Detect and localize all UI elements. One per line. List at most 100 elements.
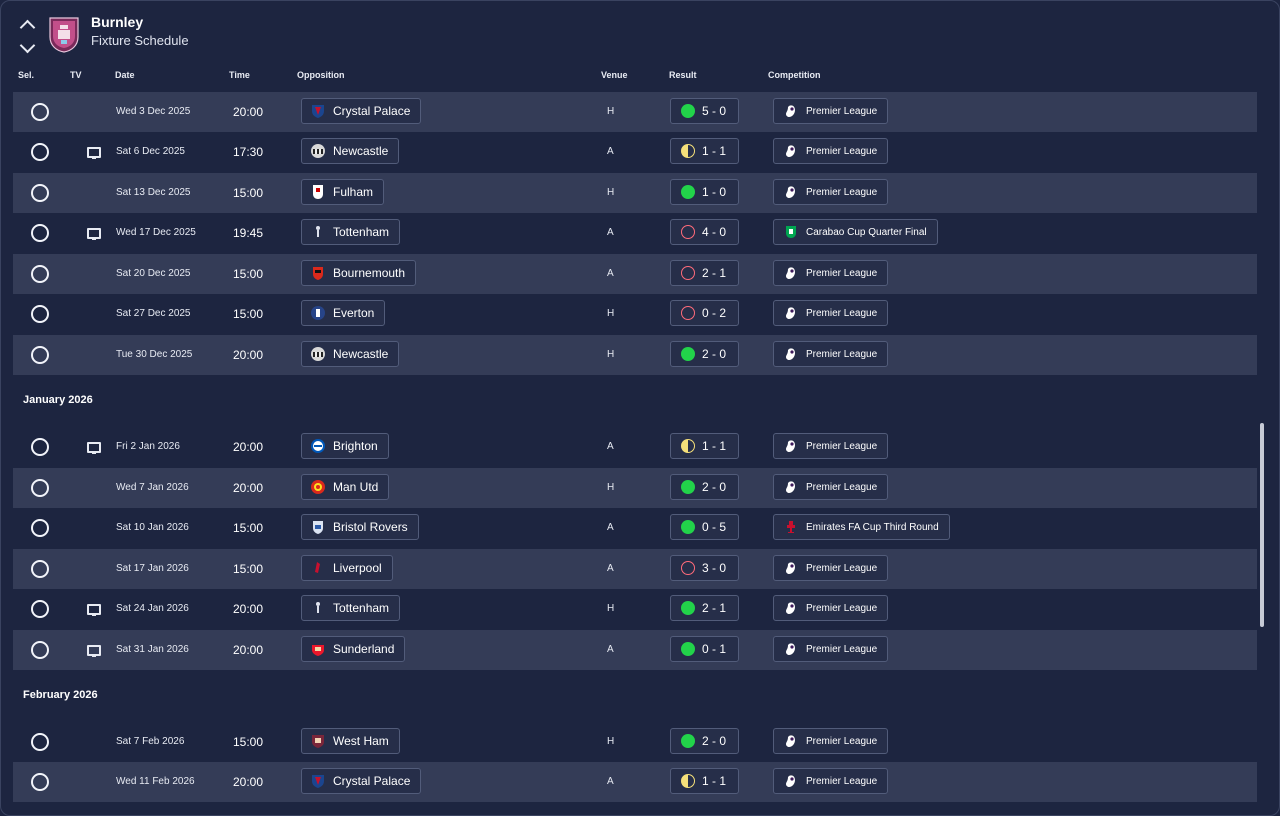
select-radio[interactable]	[31, 773, 49, 791]
column-header-tv[interactable]: TV	[70, 70, 82, 80]
competition-button[interactable]: Emirates FA Cup Third Round	[773, 514, 950, 540]
opposition-button[interactable]: Bournemouth	[301, 260, 417, 286]
competition-button[interactable]: Premier League	[773, 474, 889, 500]
result-button[interactable]: 1 - 0	[670, 179, 739, 205]
competition-button[interactable]: Premier League	[773, 138, 889, 164]
competition-button[interactable]: Premier League	[773, 300, 889, 326]
opposition-button[interactable]: Man Utd	[301, 474, 390, 500]
select-radio[interactable]	[31, 733, 49, 751]
opposition-button[interactable]: Newcastle	[301, 138, 400, 164]
draw-indicator-icon	[681, 144, 695, 158]
column-header-date[interactable]: Date	[115, 70, 135, 80]
select-radio[interactable]	[31, 103, 49, 121]
competition-button[interactable]: Premier League	[773, 179, 889, 205]
opposition-button[interactable]: Brighton	[301, 433, 389, 459]
scrollbar[interactable]	[1260, 423, 1264, 627]
bristol-rovers-badge-icon	[310, 519, 326, 535]
competition-button[interactable]: Carabao Cup Quarter Final	[773, 219, 938, 245]
opposition-button[interactable]: Fulham	[301, 179, 385, 205]
premier-league-icon	[784, 734, 798, 748]
fixture-row[interactable]: Sat 20 Dec 2025 15:00 Bournemouth A 2 - 1 Pre…	[13, 254, 1257, 294]
result-button[interactable]: 2 - 1	[670, 260, 739, 286]
column-header-opposition[interactable]: Opposition	[297, 70, 345, 80]
select-radio[interactable]	[31, 305, 49, 323]
venue: H	[607, 603, 615, 614]
opposition-button[interactable]: Tottenham	[301, 595, 401, 621]
premier-league-icon	[784, 185, 798, 199]
result-button[interactable]: 2 - 0	[670, 728, 739, 754]
premier-league-icon	[784, 104, 798, 118]
select-radio[interactable]	[31, 143, 49, 161]
column-header-result[interactable]: Result	[669, 70, 697, 80]
liverpool-badge-icon	[310, 560, 326, 576]
result-button[interactable]: 5 - 0	[670, 98, 739, 124]
win-indicator-icon	[681, 734, 695, 748]
fixture-row[interactable]: Wed 3 Dec 2025 20:00 Crystal Palace H 5 - 0 P…	[13, 92, 1257, 132]
column-header-time[interactable]: Time	[229, 70, 250, 80]
fixture-row[interactable]: Wed 11 Feb 2026 20:00 Crystal Palace A 1 - 1…	[13, 762, 1257, 802]
competition-button[interactable]: Premier League	[773, 636, 889, 662]
fixture-row[interactable]: Sat 27 Dec 2025 15:00 Everton H 0 - 2 Premier…	[13, 294, 1257, 334]
select-radio[interactable]	[31, 265, 49, 283]
competition-button[interactable]: Premier League	[773, 768, 889, 794]
result-button[interactable]: 0 - 2	[670, 300, 739, 326]
fixture-row[interactable]: Sat 7 Feb 2026 15:00 West Ham H 2 - 0 Premier…	[13, 722, 1257, 762]
fixture-row[interactable]: Fri 2 Jan 2026 20:00 Brighton A 1 - 1 Premier…	[13, 427, 1257, 467]
fixture-row[interactable]: Tue 30 Dec 2025 20:00 Newcastle H 2 - 0 Premi…	[13, 335, 1257, 375]
result-button[interactable]: 1 - 1	[670, 138, 739, 164]
fixture-row[interactable]: Sat 6 Dec 2025 17:30 Newcastle A 1 - 1 Premie…	[13, 132, 1257, 172]
select-radio[interactable]	[31, 560, 49, 578]
competition-name: Premier League	[806, 307, 878, 319]
competition-button[interactable]: Premier League	[773, 341, 889, 367]
fixture-row[interactable]: Sat 10 Jan 2026 15:00 Bristol Rovers A 0 - 5…	[13, 508, 1257, 548]
select-radio[interactable]	[31, 346, 49, 364]
win-indicator-icon	[681, 480, 695, 494]
opposition-button[interactable]: Everton	[301, 300, 386, 326]
select-radio[interactable]	[31, 519, 49, 537]
competition-name: Premier League	[806, 348, 878, 360]
competition-button[interactable]: Premier League	[773, 260, 889, 286]
result-button[interactable]: 1 - 1	[670, 768, 739, 794]
column-header-competition[interactable]: Competition	[768, 70, 821, 80]
select-radio[interactable]	[31, 600, 49, 618]
competition-button[interactable]: Premier League	[773, 728, 889, 754]
result-button[interactable]: 4 - 0	[670, 219, 739, 245]
competition-button[interactable]: Premier League	[773, 555, 889, 581]
result-button[interactable]: 0 - 1	[670, 636, 739, 662]
result-button[interactable]: 1 - 1	[670, 433, 739, 459]
select-radio[interactable]	[31, 641, 49, 659]
result-button[interactable]: 3 - 0	[670, 555, 739, 581]
fixture-row[interactable]: Sat 13 Dec 2025 15:00 Fulham H 1 - 0 Premier …	[13, 173, 1257, 213]
result-button[interactable]: 2 - 1	[670, 595, 739, 621]
win-indicator-icon	[681, 104, 695, 118]
fixture-row[interactable]: Sat 24 Jan 2026 20:00 Tottenham H 2 - 1 Premi…	[13, 589, 1257, 629]
chevron-down-icon[interactable]	[19, 37, 36, 54]
result-button[interactable]: 2 - 0	[670, 341, 739, 367]
select-radio[interactable]	[31, 224, 49, 242]
result-button[interactable]: 2 - 0	[670, 474, 739, 500]
competition-button[interactable]: Premier League	[773, 433, 889, 459]
select-radio[interactable]	[31, 479, 49, 497]
opposition-button[interactable]: Liverpool	[301, 555, 393, 581]
fixture-row[interactable]: Sat 17 Jan 2026 15:00 Liverpool A 3 - 0 Premi…	[13, 549, 1257, 589]
column-header-sel[interactable]: Sel.	[18, 70, 35, 80]
fixture-time: 20:00	[233, 602, 264, 616]
column-header-venue[interactable]: Venue	[601, 70, 628, 80]
opposition-button[interactable]: Crystal Palace	[301, 768, 422, 794]
match-score: 1 - 1	[702, 774, 727, 788]
opposition-button[interactable]: Crystal Palace	[301, 98, 422, 124]
chevron-up-icon[interactable]	[19, 19, 36, 36]
competition-button[interactable]: Premier League	[773, 98, 889, 124]
competition-button[interactable]: Premier League	[773, 595, 889, 621]
fixture-row[interactable]: Wed 17 Dec 2025 19:45 Tottenham A 4 - 0 Carab…	[13, 213, 1257, 253]
select-radio[interactable]	[31, 438, 49, 456]
fixture-row[interactable]: Sat 31 Jan 2026 20:00 Sunderland A 0 - 1 Prem…	[13, 630, 1257, 670]
result-button[interactable]: 0 - 5	[670, 514, 739, 540]
opposition-button[interactable]: Tottenham	[301, 219, 401, 245]
opposition-button[interactable]: Bristol Rovers	[301, 514, 419, 540]
opposition-button[interactable]: Sunderland	[301, 636, 406, 662]
select-radio[interactable]	[31, 184, 49, 202]
opposition-button[interactable]: West Ham	[301, 728, 400, 754]
opposition-button[interactable]: Newcastle	[301, 341, 400, 367]
fixture-row[interactable]: Wed 7 Jan 2026 20:00 Man Utd H 2 - 0 Premier …	[13, 468, 1257, 508]
